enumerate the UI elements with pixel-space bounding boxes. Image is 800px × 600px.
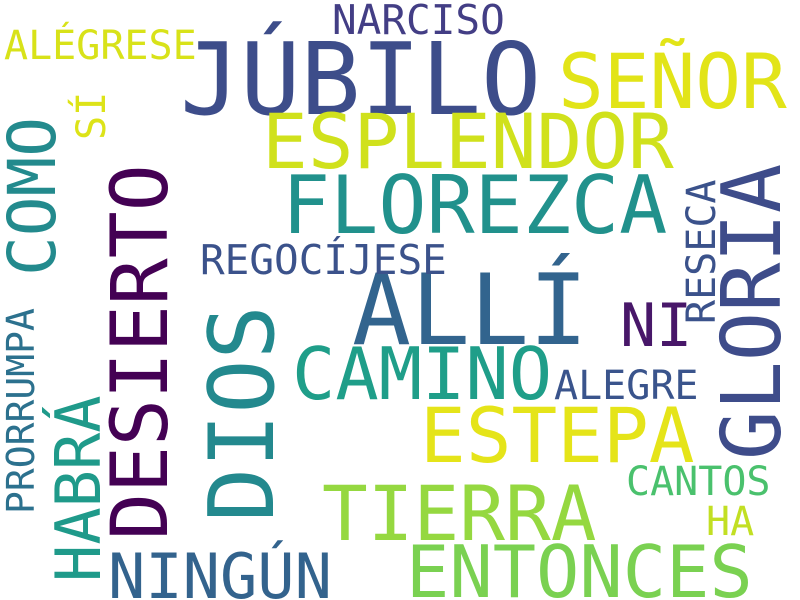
word-alegrese: ALÉGRESE [4, 23, 197, 69]
word-camino: CAMINO [292, 332, 553, 416]
word-estepa: ESTEPA [420, 391, 695, 480]
word-narciso: NARCISO [332, 0, 505, 44]
word-prorrumpa: PRORRUMPA [0, 308, 43, 514]
word-alli: ALLÍ [352, 254, 589, 368]
word-si: SÍ [69, 91, 115, 140]
word-ni: NI [620, 291, 693, 361]
word-alegre: ALEGRE [554, 363, 699, 409]
word-florezca: FLOREZCA [282, 159, 668, 252]
word-dios: DIOS [190, 305, 295, 522]
word-ha: HA [706, 499, 755, 545]
word-como: COMO [0, 117, 71, 276]
word-jubilo: JÚBILO [180, 21, 542, 138]
word-tierra: TIERRA [322, 469, 597, 558]
word-regocijese: REGOCÍJESE [200, 236, 447, 284]
word-cantos: CANTOS [626, 459, 771, 505]
word-entonces: ENTONCES [406, 530, 753, 600]
word-ningun: NINGÚN [108, 540, 332, 600]
word-reseca: RESECA [679, 179, 725, 325]
word-habra: HABRÁ [42, 395, 115, 582]
word-esplendor: ESPLENDOR [262, 97, 674, 186]
word-senor: SEÑOR [558, 37, 787, 126]
